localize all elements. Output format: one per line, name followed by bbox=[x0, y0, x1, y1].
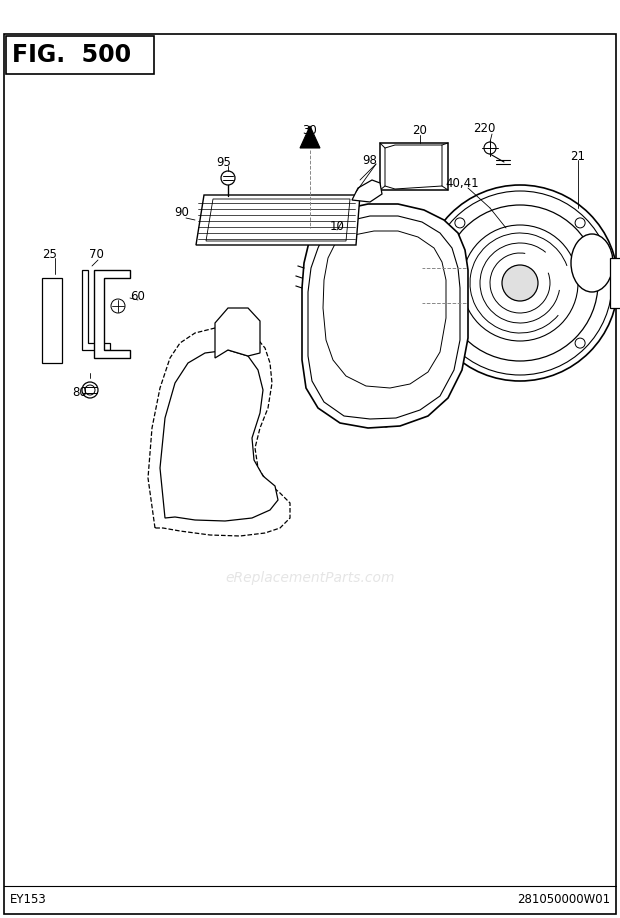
Text: 25: 25 bbox=[43, 248, 58, 261]
Text: 281050000W01: 281050000W01 bbox=[517, 893, 610, 906]
Polygon shape bbox=[380, 143, 448, 190]
Polygon shape bbox=[82, 270, 110, 350]
Text: 10: 10 bbox=[330, 219, 345, 232]
Polygon shape bbox=[300, 126, 320, 148]
Text: 220: 220 bbox=[473, 121, 495, 135]
Polygon shape bbox=[352, 180, 382, 202]
Text: 95: 95 bbox=[216, 155, 231, 169]
Text: 60: 60 bbox=[131, 289, 146, 303]
Polygon shape bbox=[160, 350, 278, 521]
Circle shape bbox=[422, 185, 618, 381]
Polygon shape bbox=[215, 308, 260, 358]
Text: 98: 98 bbox=[363, 153, 378, 166]
Polygon shape bbox=[302, 204, 468, 428]
Polygon shape bbox=[196, 195, 360, 245]
Polygon shape bbox=[42, 278, 62, 363]
Circle shape bbox=[502, 265, 538, 301]
Text: 21: 21 bbox=[570, 150, 585, 162]
Text: 80: 80 bbox=[73, 386, 87, 398]
Text: 90: 90 bbox=[175, 206, 190, 218]
Text: FIG.  500: FIG. 500 bbox=[12, 43, 131, 67]
FancyBboxPatch shape bbox=[6, 36, 154, 74]
Text: 20: 20 bbox=[412, 124, 427, 137]
Text: 30: 30 bbox=[303, 124, 317, 137]
Text: 40,41: 40,41 bbox=[445, 177, 479, 191]
Polygon shape bbox=[610, 258, 620, 308]
FancyBboxPatch shape bbox=[4, 34, 616, 914]
Ellipse shape bbox=[571, 234, 613, 292]
Circle shape bbox=[221, 171, 235, 185]
Text: EY153: EY153 bbox=[10, 893, 46, 906]
Text: eReplacementParts.com: eReplacementParts.com bbox=[225, 571, 395, 585]
Text: 70: 70 bbox=[89, 248, 104, 261]
Polygon shape bbox=[94, 270, 130, 358]
